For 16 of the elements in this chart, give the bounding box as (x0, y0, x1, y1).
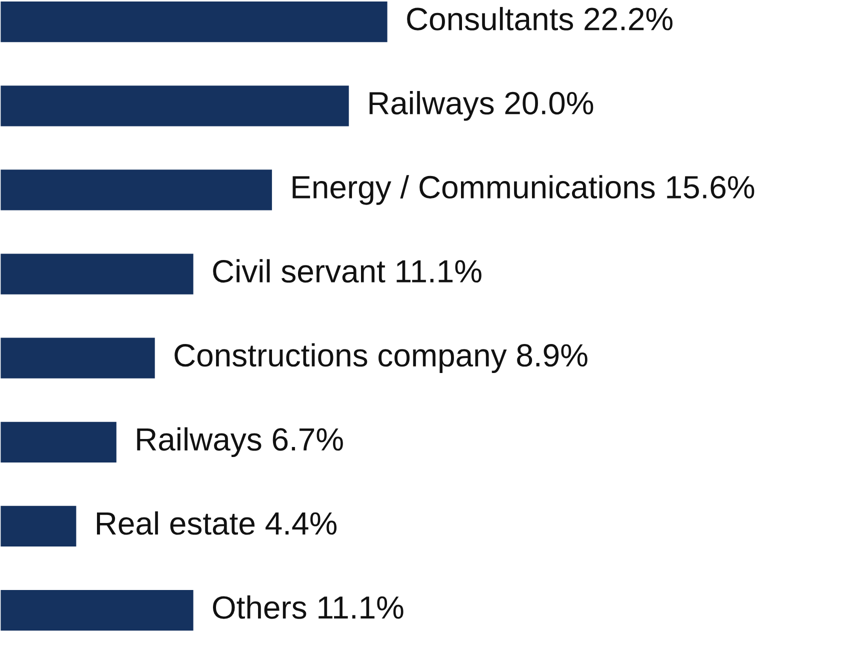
bar (0, 420, 118, 464)
data-label: Real estate 4.4% (96, 511, 337, 535)
data-label: Others 11.1% (212, 595, 404, 619)
data-label: Energy / Communications 15.6% (292, 175, 754, 205)
bar (0, 0, 389, 44)
data-label: Railways 20.0% (370, 91, 594, 121)
bar (0, 168, 274, 212)
bar (0, 588, 195, 632)
data-label: Consultants 22.2% (407, 6, 672, 30)
bar (0, 252, 195, 296)
data-label: Railways 6.7% (137, 427, 343, 458)
data-label: Civil servant 11.1% (213, 259, 482, 283)
bar (0, 336, 156, 380)
bar (0, 504, 78, 548)
bar (0, 84, 350, 128)
data-label: Constructions company 8.9% (174, 343, 588, 373)
